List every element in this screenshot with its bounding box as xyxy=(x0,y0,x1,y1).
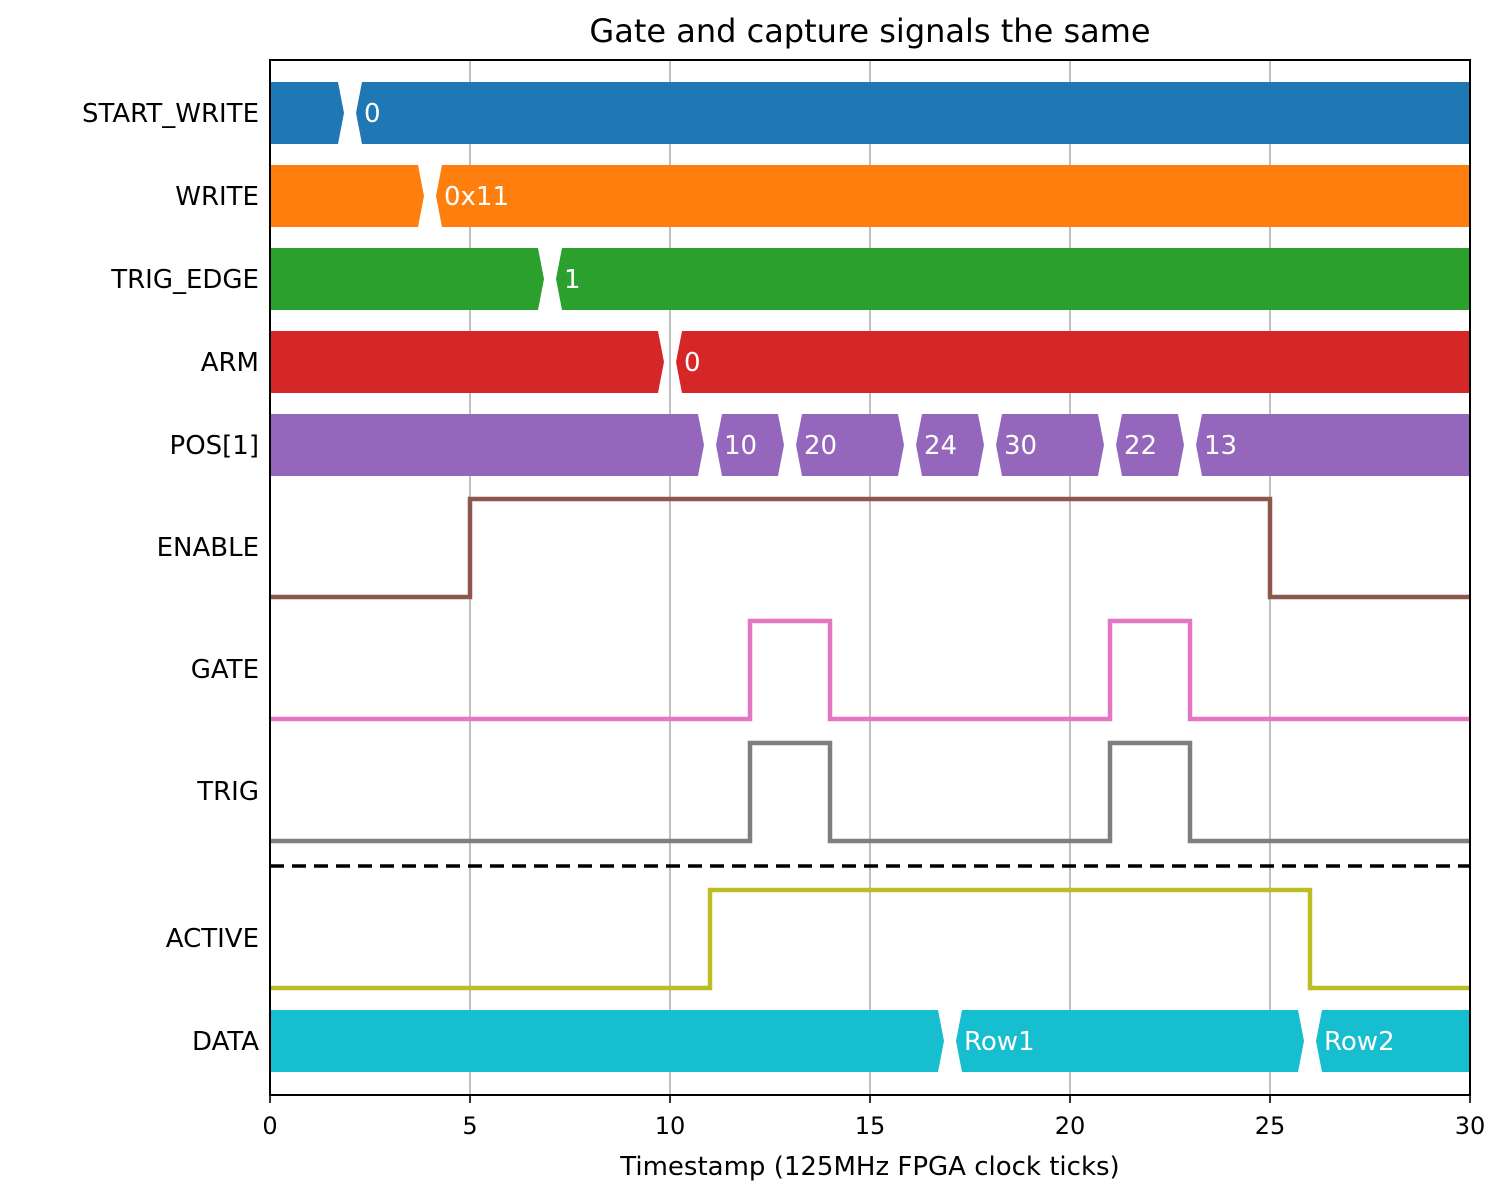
x-axis-ticks: 0 5 10 15 20 25 30 xyxy=(262,1095,1485,1140)
bus-segment xyxy=(1116,414,1184,476)
bus-value-label: 13 xyxy=(1204,431,1237,461)
x-tick-label: 10 xyxy=(655,1112,686,1140)
bus-value-label: Row1 xyxy=(964,1027,1035,1057)
signal-arm: 0 xyxy=(270,331,1470,393)
signal-label: GATE xyxy=(191,655,259,685)
signal-label: ENABLE xyxy=(157,533,259,563)
signal-start-write: 0 xyxy=(270,82,1470,144)
signal-trig xyxy=(270,740,1470,844)
x-tick-label: 20 xyxy=(1055,1112,1086,1140)
bit-trace xyxy=(270,740,1470,844)
bus-segment xyxy=(270,331,664,393)
signal-label: START_WRITE xyxy=(82,99,259,129)
bus-value-label: 22 xyxy=(1124,431,1157,461)
signal-label: DATA xyxy=(192,1027,259,1057)
signal-label: ACTIVE xyxy=(166,924,259,954)
bus-segment xyxy=(916,414,984,476)
bus-segment xyxy=(676,331,1470,393)
bus-segment xyxy=(270,414,704,476)
signal-label: WRITE xyxy=(175,182,259,212)
bus-value-label: 1 xyxy=(564,265,581,295)
bit-trace xyxy=(270,618,1470,722)
x-tick-label: 5 xyxy=(462,1112,477,1140)
bit-trace xyxy=(270,496,1470,600)
bus-value-label: 24 xyxy=(924,431,957,461)
signal-write: 0x11 xyxy=(270,165,1470,227)
bus-value-label: 0 xyxy=(364,99,381,129)
signal-gate xyxy=(270,618,1470,722)
bus-segment xyxy=(270,1010,944,1072)
bus-value-label: 20 xyxy=(804,431,837,461)
bus-segment xyxy=(996,414,1104,476)
bus-segment xyxy=(796,414,904,476)
signal-label: TRIG_EDGE xyxy=(110,265,259,295)
signal-enable xyxy=(270,496,1470,600)
signal-active xyxy=(270,887,1470,991)
x-tick-label: 25 xyxy=(1255,1112,1286,1140)
bus-segment xyxy=(436,165,1470,227)
x-tick-label: 15 xyxy=(855,1112,886,1140)
bus-segment xyxy=(716,414,784,476)
bus-segment xyxy=(356,82,1470,144)
signal-label: TRIG xyxy=(196,777,259,807)
bit-trace xyxy=(270,887,1470,991)
x-tick-label: 30 xyxy=(1455,1112,1486,1140)
bus-segment xyxy=(956,1010,1304,1072)
bus-value-label: 0 xyxy=(684,348,701,378)
signal-pos-1: 10 20 24 30 22 13 xyxy=(270,414,1470,476)
signal-label: POS[1] xyxy=(170,431,259,461)
bus-value-label: 10 xyxy=(724,431,757,461)
bus-segment xyxy=(270,82,344,144)
bus-segment xyxy=(270,165,424,227)
bus-value-label: Row2 xyxy=(1324,1027,1395,1057)
x-tick-label: 0 xyxy=(262,1112,277,1140)
bus-value-label: 30 xyxy=(1004,431,1037,461)
bus-segment xyxy=(1316,1010,1470,1072)
bus-segment xyxy=(1196,414,1470,476)
chart-title: Gate and capture signals the same xyxy=(589,12,1150,50)
bus-value-label: 0x11 xyxy=(444,182,509,212)
signal-label: ARM xyxy=(201,348,259,378)
bus-segment xyxy=(556,248,1470,310)
signal-trig-edge: 1 xyxy=(270,248,1470,310)
x-axis-label: Timestamp (125MHz FPGA clock ticks) xyxy=(619,1152,1119,1182)
signal-data: Row1 Row2 xyxy=(270,1010,1470,1072)
signal-labels: START_WRITE WRITE TRIG_EDGE ARM POS[1] ENABLE… xyxy=(82,99,259,1057)
bus-segment xyxy=(270,248,544,310)
